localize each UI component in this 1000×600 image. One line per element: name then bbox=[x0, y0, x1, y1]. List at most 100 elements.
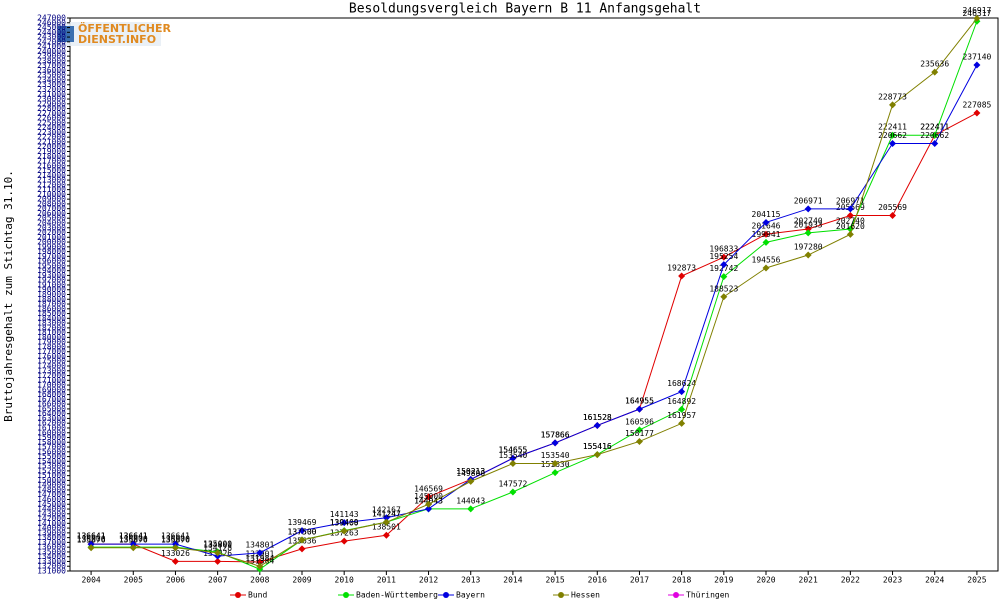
y-tick-label: 175000 bbox=[37, 357, 66, 366]
data-label: 161528 bbox=[583, 413, 612, 422]
y-tick-label: 199000 bbox=[37, 242, 66, 251]
y-tick-label: 238000 bbox=[37, 56, 66, 65]
data-label: 136000 bbox=[161, 535, 190, 544]
y-tick-label: 246000 bbox=[37, 18, 66, 27]
x-tick-label: 2020 bbox=[756, 576, 775, 585]
data-label: 201620 bbox=[836, 222, 865, 231]
point bbox=[551, 439, 559, 447]
data-label: 197280 bbox=[794, 243, 823, 252]
legend-label: Bund bbox=[248, 591, 267, 600]
y-tick-label: 201000 bbox=[37, 233, 66, 242]
y-tick-label: 221000 bbox=[37, 137, 66, 146]
y-tick-label: 237000 bbox=[37, 61, 66, 70]
y-tick-label: 162000 bbox=[37, 419, 66, 428]
point bbox=[467, 477, 475, 485]
data-label: 205569 bbox=[878, 203, 907, 212]
data-label: 227085 bbox=[962, 100, 991, 109]
y-tick-label: 150000 bbox=[37, 476, 66, 485]
y-tick-label: 222000 bbox=[37, 133, 66, 142]
data-label: 158177 bbox=[625, 429, 654, 438]
y-tick-label: 170000 bbox=[37, 381, 66, 390]
data-label: 135000 bbox=[203, 539, 232, 548]
data-label: 222411 bbox=[920, 123, 949, 132]
legend-label: Thüringen bbox=[686, 591, 730, 600]
y-tick-label: 229000 bbox=[37, 99, 66, 108]
data-label: 161957 bbox=[667, 411, 696, 420]
y-tick-label: 140000 bbox=[37, 524, 66, 533]
point bbox=[678, 272, 686, 280]
data-label: 157866 bbox=[541, 430, 570, 439]
point bbox=[846, 212, 854, 220]
point bbox=[973, 109, 981, 117]
y-tick-label: 231000 bbox=[37, 90, 66, 99]
y-tick-label: 154000 bbox=[37, 457, 66, 466]
data-label: 136641 bbox=[77, 532, 106, 541]
y-tick-label: 196000 bbox=[37, 257, 66, 266]
point bbox=[425, 505, 433, 513]
y-tick-label: 233000 bbox=[37, 80, 66, 89]
y-tick-label: 149000 bbox=[37, 481, 66, 490]
legend-marker bbox=[673, 592, 679, 598]
point bbox=[340, 537, 348, 545]
y-tick-label: 155000 bbox=[37, 452, 66, 461]
y-tick-label: 184000 bbox=[37, 314, 66, 323]
data-label: 131384 bbox=[245, 557, 274, 566]
data-label: 194556 bbox=[752, 256, 781, 265]
y-tick-label: 226000 bbox=[37, 114, 66, 123]
y-tick-label: 189000 bbox=[37, 290, 66, 299]
point bbox=[846, 205, 854, 213]
data-label: 201933 bbox=[794, 220, 823, 229]
y-tick-label: 187000 bbox=[37, 300, 66, 309]
y-tick-label: 156000 bbox=[37, 447, 66, 456]
point bbox=[804, 205, 812, 213]
data-label: 235636 bbox=[920, 60, 949, 69]
x-tick-label: 2019 bbox=[714, 576, 733, 585]
y-tick-label: 217000 bbox=[37, 157, 66, 166]
point bbox=[214, 557, 222, 565]
y-tick-label: 223000 bbox=[37, 128, 66, 137]
data-label: 135876 bbox=[161, 535, 190, 544]
point bbox=[467, 505, 475, 513]
x-tick-label: 2025 bbox=[967, 576, 986, 585]
point bbox=[720, 253, 728, 261]
data-label: 136641 bbox=[77, 532, 106, 541]
y-tick-label: 240000 bbox=[37, 47, 66, 56]
point bbox=[256, 558, 264, 566]
y-tick-label: 179000 bbox=[37, 338, 66, 347]
point bbox=[846, 230, 854, 238]
y-tick-label: 134000 bbox=[37, 552, 66, 561]
y-tick-label: 160000 bbox=[37, 428, 66, 437]
y-tick-label: 173000 bbox=[37, 366, 66, 375]
y-tick-label: 158000 bbox=[37, 438, 66, 447]
y-tick-label: 180000 bbox=[37, 333, 66, 342]
point bbox=[382, 531, 390, 539]
data-label: 155416 bbox=[583, 442, 612, 451]
data-label: 133026 bbox=[161, 549, 190, 558]
logo: ÖFFENTLICHER DIENST.INFO bbox=[55, 21, 171, 46]
data-label: 131984 bbox=[245, 554, 274, 563]
point bbox=[340, 519, 348, 527]
data-label: 142167 bbox=[372, 505, 401, 514]
point bbox=[509, 488, 517, 496]
y-tick-label: 146000 bbox=[37, 495, 66, 504]
point bbox=[129, 544, 137, 552]
y-tick-label: 169000 bbox=[37, 385, 66, 394]
point bbox=[678, 388, 686, 396]
data-label: 164955 bbox=[625, 397, 654, 406]
x-tick-label: 2007 bbox=[208, 576, 227, 585]
y-tick-label: 188000 bbox=[37, 295, 66, 304]
x-tick-label: 2024 bbox=[925, 576, 944, 585]
legend-item: Bund bbox=[230, 591, 267, 600]
data-label: 136000 bbox=[119, 535, 148, 544]
point bbox=[678, 419, 686, 427]
data-label: 150213 bbox=[456, 467, 485, 476]
y-tick-label: 245000 bbox=[37, 23, 66, 32]
x-tick-label: 2009 bbox=[292, 576, 311, 585]
y-tick-label: 190000 bbox=[37, 285, 66, 294]
y-tick-label: 145000 bbox=[37, 500, 66, 509]
point bbox=[340, 527, 348, 535]
data-label: 139469 bbox=[288, 518, 317, 527]
logo-icon bbox=[58, 26, 74, 42]
y-tick-label: 163000 bbox=[37, 414, 66, 423]
